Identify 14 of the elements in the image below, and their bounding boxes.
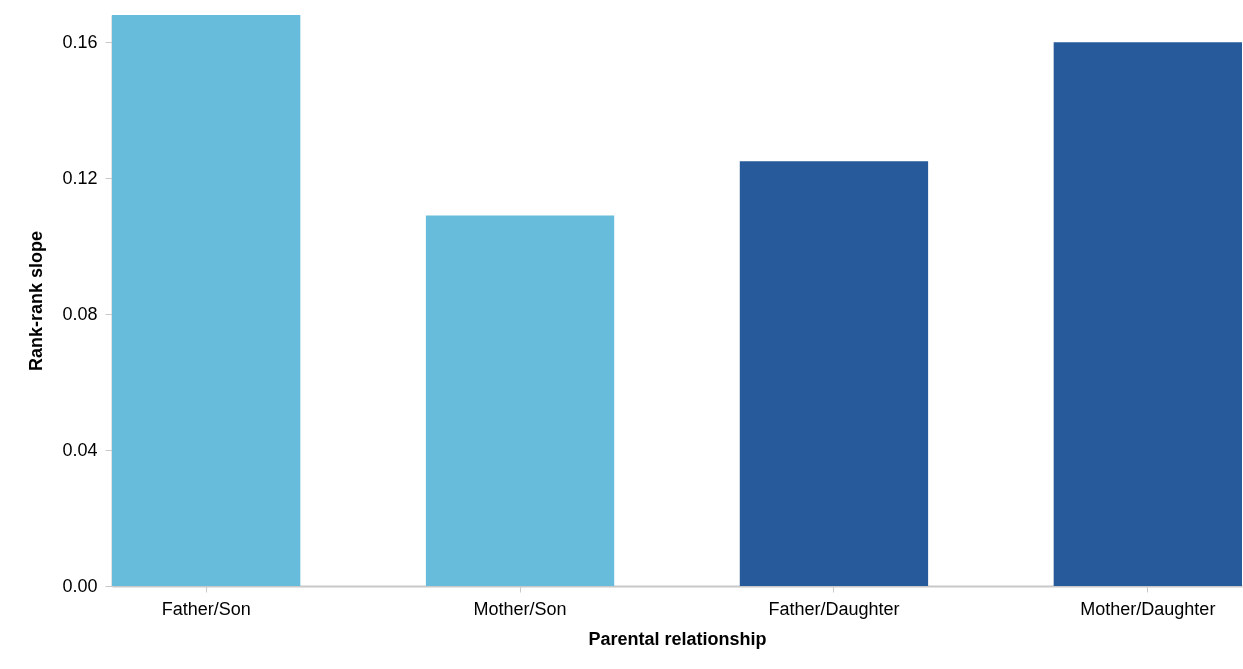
- y-tick-label: 0.16: [62, 31, 98, 52]
- bar: [1053, 42, 1242, 586]
- y-tick-label: 0.00: [62, 575, 98, 596]
- bar: [739, 161, 929, 586]
- y-tick-label: 0.04: [62, 439, 98, 460]
- x-tick-label: Mother/Son: [473, 598, 567, 619]
- bar: [425, 215, 615, 586]
- x-tick-label: Mother/Daughter: [1080, 598, 1216, 619]
- x-axis-title: Parental relationship: [588, 628, 767, 649]
- y-tick-label: 0.12: [62, 167, 98, 188]
- y-axis-title: Rank-rank slope: [26, 230, 47, 372]
- x-tick-label: Father/Son: [161, 598, 251, 619]
- x-tick-label: Father/Daughter: [768, 598, 900, 619]
- y-tick-label: 0.08: [62, 303, 98, 324]
